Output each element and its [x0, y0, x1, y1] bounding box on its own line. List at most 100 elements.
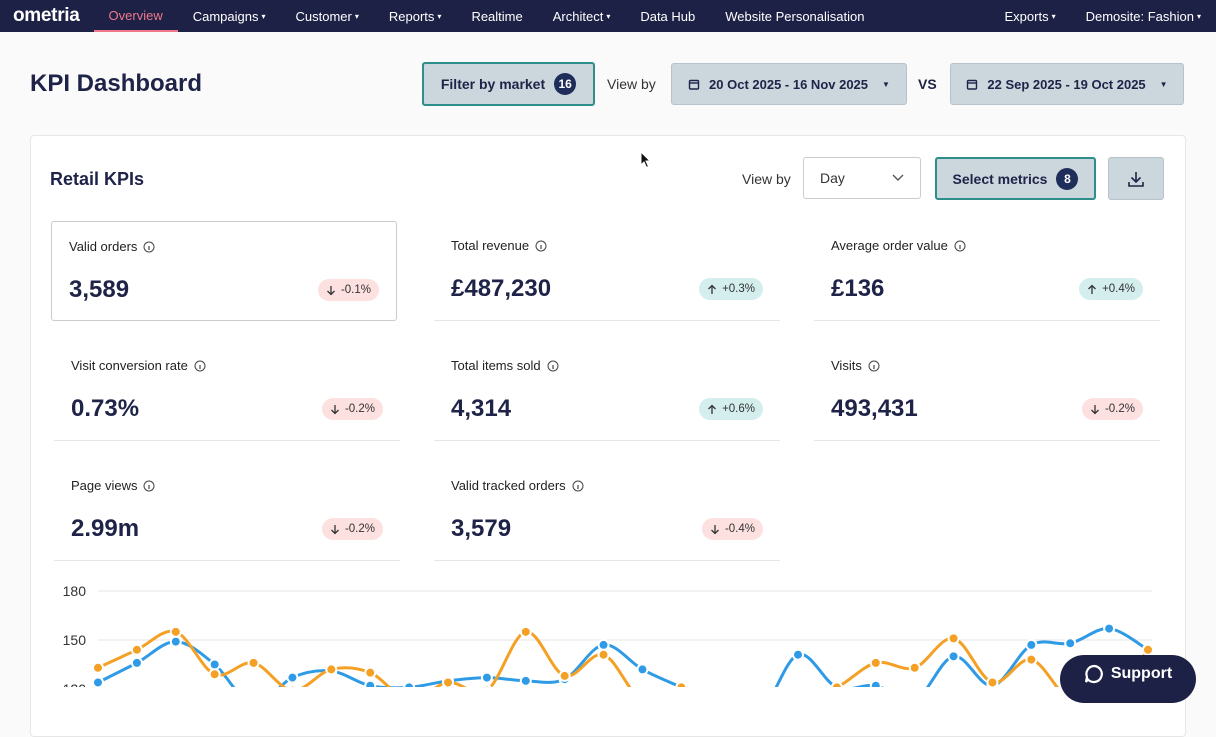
arrow-icon — [326, 285, 336, 296]
nav-label: Overview — [109, 8, 163, 23]
nav-item[interactable]: Reports▾ — [374, 0, 457, 32]
nav-label: Customer — [296, 9, 352, 24]
arrow — [709, 285, 716, 294]
data-point — [171, 627, 181, 637]
caret: ▾ — [1052, 12, 1056, 21]
info-icon — [535, 240, 547, 252]
nav-item[interactable]: Demosite: Fashion▾ — [1071, 0, 1216, 32]
data-point — [949, 651, 959, 661]
nav-label: Reports — [389, 9, 435, 24]
y-tick-label: 150 — [63, 632, 87, 648]
change-value: +0.3% — [722, 283, 755, 295]
nav-label: Website Personalisation — [725, 9, 864, 24]
nav-right: Exports▾Demosite: Fashion▾ — [990, 0, 1216, 32]
data-point — [482, 673, 492, 683]
change-value: +0.4% — [1102, 283, 1135, 295]
kpi-tile[interactable]: Average order value £136 +0.4% — [814, 221, 1160, 321]
data-point — [560, 671, 570, 681]
data-point — [987, 677, 997, 687]
nav-item[interactable]: Website Personalisation — [710, 0, 879, 32]
line-chart: 120 150 180 — [31, 570, 1183, 687]
arrow-icon — [330, 524, 340, 535]
support-label: Support — [1111, 665, 1172, 683]
info-icon — [143, 241, 155, 253]
calendar-icon — [688, 78, 700, 90]
data-point — [1104, 624, 1114, 634]
kpi-tile[interactable]: Total revenue£487,230+0.3% — [434, 221, 780, 321]
period-select[interactable]: Day — [803, 157, 921, 199]
nav-item[interactable]: Exports▾ — [990, 0, 1071, 32]
kpi-name: Total revenue — [451, 238, 529, 253]
kpi-change: +0.6% — [699, 398, 763, 420]
kpi-change: -0.2% — [1082, 398, 1143, 420]
nav-item[interactable]: Overview — [94, 0, 178, 32]
caret: ▾ — [1197, 12, 1201, 21]
view-by-label: View by — [607, 76, 656, 92]
data-point — [793, 650, 803, 660]
data-point — [326, 664, 336, 674]
data-point — [171, 637, 181, 647]
data-point — [832, 682, 842, 687]
data-point — [210, 669, 220, 679]
arrow-icon — [1087, 284, 1097, 295]
change-value: -0.4% — [725, 523, 755, 535]
data-point — [132, 658, 142, 668]
logo[interactable]: ometria — [13, 5, 80, 27]
arrow — [1091, 405, 1098, 414]
nav-item[interactable]: Data Hub — [625, 0, 710, 32]
nav-label: Demosite: Fashion — [1086, 9, 1194, 24]
kpi-label: Average order value — [831, 238, 966, 253]
kpi-change: -0.4% — [702, 518, 763, 540]
y-tick-label: 180 — [63, 583, 87, 599]
nav-item[interactable]: Realtime — [456, 0, 537, 32]
arrow — [1089, 285, 1096, 294]
filter-label: Filter by market — [441, 76, 545, 92]
compare-range-picker[interactable]: 22 Sep 2025 - 19 Oct 2025▼ — [950, 63, 1184, 105]
info-icon — [868, 360, 880, 372]
arrow-icon — [707, 404, 717, 415]
data-point — [365, 681, 375, 687]
download-button[interactable] — [1108, 157, 1164, 200]
data-point — [287, 673, 297, 683]
arrow — [711, 525, 718, 534]
arrow-icon — [1090, 404, 1100, 415]
metrics-label: Select metrics — [953, 171, 1048, 187]
data-point — [132, 645, 142, 655]
kpi-value: £136 — [831, 275, 884, 303]
arrow-icon — [710, 524, 720, 535]
kpi-label: Total revenue — [451, 238, 547, 253]
nav-item[interactable]: Campaigns▾ — [178, 0, 281, 32]
view-by-label: View by — [742, 171, 791, 187]
nav-item[interactable]: Customer▾ — [281, 0, 374, 32]
nav-label: Architect — [553, 9, 604, 24]
chevron — [892, 174, 904, 182]
data-point — [1026, 655, 1036, 665]
data-point — [676, 682, 686, 687]
change-value: -0.1% — [341, 284, 371, 296]
nav-item[interactable]: Architect▾ — [538, 0, 626, 32]
data-point — [521, 627, 531, 637]
y-tick-label: 120 — [63, 681, 87, 687]
data-point — [599, 640, 609, 650]
support-button[interactable]: Support — [1060, 655, 1196, 703]
caret: ▾ — [606, 12, 610, 21]
change-value: -0.2% — [1105, 403, 1135, 415]
kpi-change: -0.2% — [322, 398, 383, 420]
data-point — [949, 633, 959, 643]
nav-label: Campaigns — [193, 9, 259, 24]
period: Day — [820, 170, 845, 186]
info-icon — [572, 480, 584, 492]
info-icon — [954, 240, 966, 252]
data-point — [521, 676, 531, 686]
date-range-picker[interactable]: 20 Oct 2025 - 16 Nov 2025▼ — [671, 63, 907, 105]
